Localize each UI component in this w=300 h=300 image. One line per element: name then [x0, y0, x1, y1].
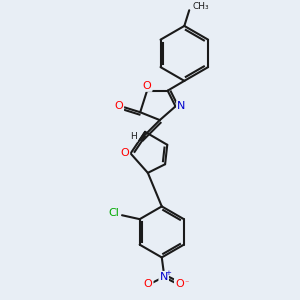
Text: O: O: [144, 279, 152, 289]
Text: O: O: [114, 101, 123, 111]
Text: +: +: [166, 270, 172, 276]
Text: H: H: [130, 132, 137, 141]
Text: O: O: [143, 81, 152, 91]
Text: CH₃: CH₃: [192, 2, 209, 11]
Text: ⁻: ⁻: [184, 278, 188, 287]
Text: N: N: [177, 101, 186, 111]
Text: O: O: [175, 279, 184, 289]
Text: N: N: [160, 272, 168, 282]
Text: O: O: [120, 148, 129, 158]
Text: Cl: Cl: [109, 208, 120, 218]
